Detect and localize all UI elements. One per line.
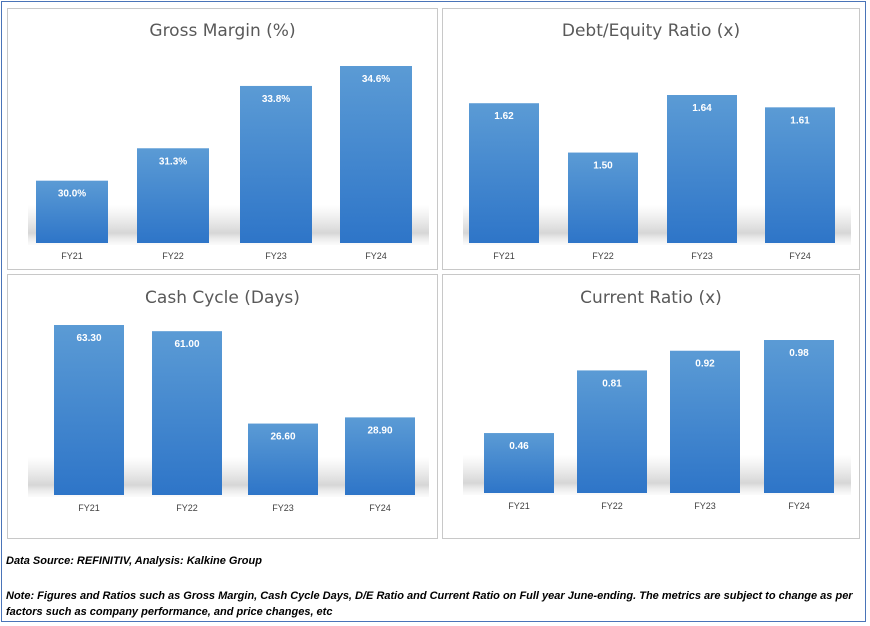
x-tick-label: FY23 (694, 501, 716, 511)
data-label: 28.90 (367, 425, 392, 436)
x-tick-label: FY21 (508, 501, 530, 511)
bar-fy22 (152, 331, 222, 495)
bar-fy24 (340, 66, 412, 243)
x-tick-label: FY21 (493, 251, 515, 261)
data-label: 1.62 (494, 111, 514, 122)
data-label: 34.6% (362, 74, 390, 85)
data-label: 0.92 (695, 359, 715, 370)
data-label: 33.8% (262, 94, 290, 105)
bar-fy21 (54, 325, 124, 495)
x-tick-label: FY23 (691, 251, 713, 261)
x-tick-label: FY22 (176, 503, 198, 513)
data-label: 31.3% (159, 156, 187, 167)
x-tick-label: FY24 (789, 251, 811, 261)
chart-title: Current Ratio (x) (580, 288, 722, 308)
cash-cycle-chart: Cash Cycle (Days) 63.30 FY21 61.00 FY22 26.6… (7, 274, 438, 539)
bar-fy23 (670, 350, 740, 493)
x-tick-label: FY22 (601, 501, 623, 511)
bar-fy23 (240, 85, 312, 243)
chart-plot: 0.46 FY21 0.81 FY22 0.92 FY23 0.98 FY24 (463, 340, 851, 511)
bar-fy21 (36, 180, 108, 243)
chart-plot: 1.62 FY21 1.50 FY22 1.64 FY23 1.61 FY24 (463, 95, 851, 261)
data-label: 1.50 (593, 161, 613, 172)
data-label: 0.46 (509, 441, 529, 452)
chart-title: Debt/Equity Ratio (x) (561, 21, 741, 41)
data-label: 0.81 (602, 378, 622, 389)
debt-equity-chart: Debt/Equity Ratio (x) 1.62 FY21 1.50 FY22 1.… (442, 8, 860, 270)
data-source-text: Data Source: REFINITIV, Analysis: Kalkin… (6, 555, 262, 567)
data-label: 1.64 (692, 103, 712, 114)
bar-fy23 (248, 423, 318, 495)
bar-fy23 (667, 95, 737, 243)
bar-fy22 (137, 148, 209, 243)
bar-fy24 (345, 417, 415, 495)
x-tick-label: FY24 (369, 503, 391, 513)
bar-fy21 (484, 433, 554, 493)
x-tick-label: FY22 (592, 251, 614, 261)
bar-fy22 (568, 152, 638, 243)
note-text: Note: Figures and Ratios such as Gross M… (6, 590, 853, 618)
chart-plot: 63.30 FY21 61.00 FY22 26.60 FY23 28.90 FY24 (28, 325, 429, 513)
data-label: 26.60 (270, 432, 295, 443)
bar-fy24 (765, 107, 835, 243)
x-tick-label: FY21 (61, 251, 83, 261)
chart-title: Gross Margin (%) (149, 21, 296, 41)
current-ratio-chart: Current Ratio (x) 0.46 FY21 0.81 FY22 0.92 FY… (442, 274, 860, 539)
data-label: 61.00 (174, 339, 199, 350)
data-label: 1.61 (790, 115, 810, 126)
chart-plot: 30.0% FY21 31.3% FY22 33.8% FY23 34.6% FY24 (28, 66, 429, 261)
x-tick-label: FY23 (272, 503, 294, 513)
bar-fy21 (469, 103, 539, 243)
x-tick-label: FY22 (162, 251, 184, 261)
data-label: 63.30 (76, 333, 101, 344)
x-tick-label: FY24 (365, 251, 387, 261)
x-tick-label: FY21 (78, 503, 100, 513)
bar-fy24 (764, 340, 834, 493)
data-label: 0.98 (789, 348, 809, 359)
data-label: 30.0% (58, 189, 86, 200)
chart-title: Cash Cycle (Days) (145, 288, 300, 308)
x-tick-label: FY24 (788, 501, 810, 511)
gross-margin-chart: Gross Margin (%) 30.0% FY21 31.3% FY22 33.8%… (7, 8, 438, 270)
bar-fy22 (577, 370, 647, 493)
x-tick-label: FY23 (265, 251, 287, 261)
